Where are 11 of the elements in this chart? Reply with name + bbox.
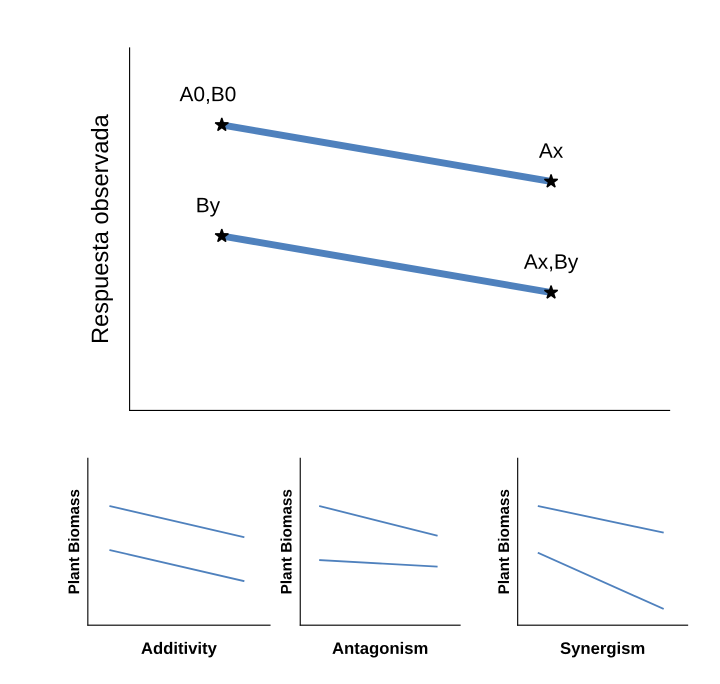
- x-axis-title: Additivity: [141, 642, 217, 658]
- annotation: Ax: [538, 143, 563, 158]
- annotation: By: [197, 198, 220, 217]
- y-axis-title: Plant Biomass: [68, 490, 80, 594]
- x-axis-title: Synergism: [560, 642, 644, 658]
- y-axis-title: Plant Biomass: [498, 490, 510, 594]
- y-axis-title: Plant Biomass: [280, 490, 292, 594]
- text: A0,B0: [180, 86, 236, 104]
- x-axis-title: Antagonism: [332, 642, 428, 658]
- annotation: Ax,By: [524, 254, 578, 274]
- y-axis-title: Respuesta observada: [90, 114, 113, 342]
